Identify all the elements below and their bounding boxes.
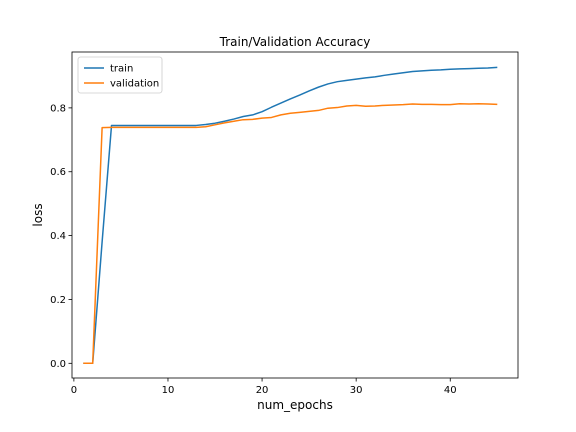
x-tick-label: 10 — [162, 385, 175, 396]
y-tick-label: 0.0 — [50, 359, 66, 370]
legend: train validation — [77, 56, 163, 94]
x-tick-label: 40 — [444, 385, 457, 396]
x-axis: 0 10 20 30 40 — [71, 378, 457, 396]
legend-label-train: train — [110, 64, 133, 75]
x-axis-label: num_epochs — [257, 398, 333, 412]
y-tick-label: 0.2 — [50, 295, 66, 306]
chart-title: Train/Validation Accuracy — [219, 35, 371, 49]
y-axis: 0.0 0.2 0.4 0.6 0.8 — [50, 103, 72, 370]
legend-label-validation: validation — [110, 79, 159, 90]
x-tick-label: 20 — [256, 385, 269, 396]
series-layer — [83, 66, 498, 365]
plot-frame — [71, 51, 519, 379]
x-tick-label: 0 — [71, 385, 77, 396]
series-line-train — [83, 66, 498, 365]
series-line-validation — [83, 102, 498, 365]
y-tick-label: 0.8 — [50, 103, 66, 114]
legend-box — [77, 56, 163, 94]
x-tick-label: 30 — [350, 385, 363, 396]
y-tick-label: 0.4 — [50, 231, 66, 242]
y-axis-label: loss — [31, 203, 45, 226]
y-tick-label: 0.6 — [50, 167, 66, 178]
